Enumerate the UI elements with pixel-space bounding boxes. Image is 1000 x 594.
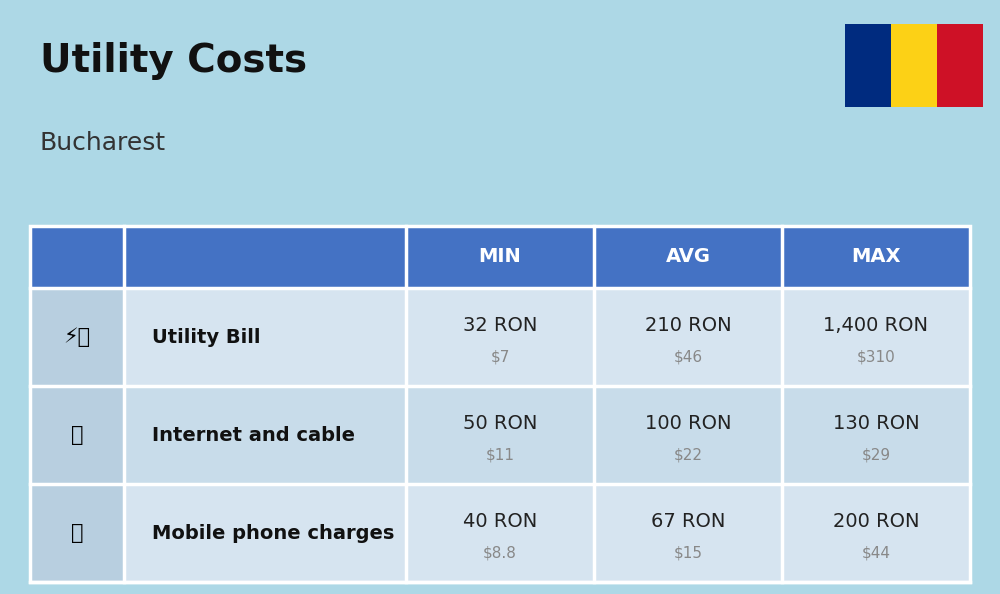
Text: $29: $29	[861, 447, 891, 462]
Text: 67 RON: 67 RON	[651, 512, 725, 531]
FancyBboxPatch shape	[30, 226, 970, 288]
Text: ⚡🔧: ⚡🔧	[63, 327, 91, 347]
Text: 📱: 📱	[71, 523, 83, 543]
FancyBboxPatch shape	[30, 288, 124, 386]
Text: Mobile phone charges: Mobile phone charges	[152, 524, 395, 542]
Text: $8.8: $8.8	[483, 545, 517, 560]
Text: $46: $46	[673, 349, 703, 364]
Text: 200 RON: 200 RON	[833, 512, 919, 531]
Text: 100 RON: 100 RON	[645, 414, 731, 433]
Text: 1,400 RON: 1,400 RON	[823, 316, 928, 335]
Text: $7: $7	[490, 349, 510, 364]
Text: 210 RON: 210 RON	[645, 316, 731, 335]
Text: 32 RON: 32 RON	[463, 316, 537, 335]
Text: 📶: 📶	[71, 425, 83, 445]
Text: Internet and cable: Internet and cable	[152, 426, 355, 444]
Text: $15: $15	[674, 545, 702, 560]
Text: $44: $44	[861, 545, 890, 560]
FancyBboxPatch shape	[30, 484, 124, 582]
Text: 50 RON: 50 RON	[463, 414, 537, 433]
Text: MIN: MIN	[479, 248, 521, 266]
FancyBboxPatch shape	[30, 386, 124, 484]
Text: MAX: MAX	[851, 248, 901, 266]
Text: Bucharest: Bucharest	[40, 131, 166, 154]
Text: $11: $11	[486, 447, 514, 462]
FancyBboxPatch shape	[891, 24, 937, 107]
FancyBboxPatch shape	[30, 386, 970, 484]
FancyBboxPatch shape	[937, 24, 983, 107]
Text: $310: $310	[857, 349, 895, 364]
FancyBboxPatch shape	[30, 288, 970, 386]
Text: Utility Costs: Utility Costs	[40, 42, 307, 80]
Text: $22: $22	[674, 447, 702, 462]
Text: 40 RON: 40 RON	[463, 512, 537, 531]
FancyBboxPatch shape	[30, 484, 970, 582]
Text: 130 RON: 130 RON	[833, 414, 919, 433]
Text: AVG: AVG	[666, 248, 710, 266]
FancyBboxPatch shape	[845, 24, 891, 107]
Text: Utility Bill: Utility Bill	[152, 328, 261, 346]
